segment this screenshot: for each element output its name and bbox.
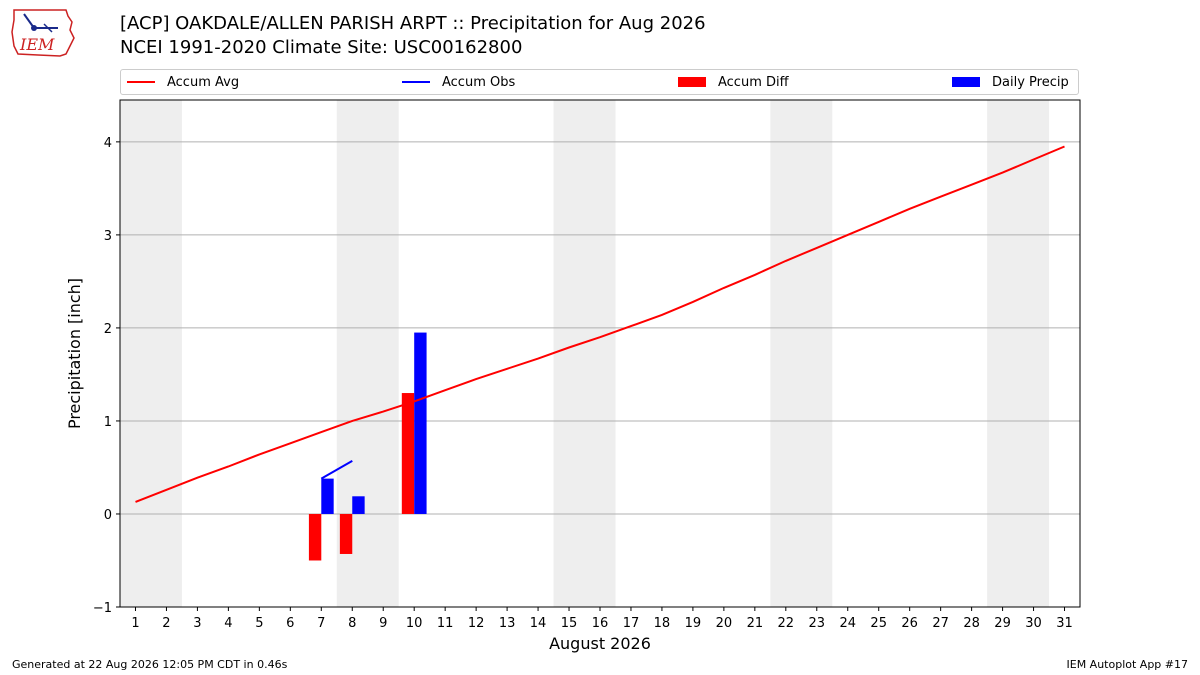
daily-precip-bar [414, 332, 427, 514]
x-tick-label: 13 [499, 616, 516, 631]
legend-item-daily-precip: Daily Precip [952, 70, 1069, 94]
iem-logo-text: IEM [19, 35, 55, 54]
x-tick-label: 21 [747, 616, 764, 631]
iem-logo: IEM [8, 6, 80, 60]
chart-subtitle: NCEI 1991-2020 Climate Site: USC00162800 [120, 37, 523, 58]
app-id: IEM Autoplot App #17 [1066, 658, 1189, 671]
x-tick-label: 26 [901, 616, 918, 631]
accum-diff-bar [308, 513, 322, 561]
legend-label-accum-diff: Accum Diff [718, 74, 789, 90]
x-tick-label: 8 [348, 616, 356, 631]
x-tick-label: 20 [716, 616, 733, 631]
x-tick-label: 28 [963, 616, 980, 631]
x-tick-label: 5 [255, 616, 263, 631]
legend-swatch-accum-obs [402, 81, 430, 83]
y-tick-label: 1 [104, 415, 112, 430]
x-tick-label: 12 [468, 616, 485, 631]
legend-label-accum-obs: Accum Obs [442, 74, 516, 90]
iem-logo-graphic: IEM [11, 9, 75, 57]
y-axis-label: Precipitation [inch] [65, 278, 84, 429]
x-tick-label: 15 [561, 616, 578, 631]
x-tick-label: 1 [131, 616, 139, 631]
lines [135, 145, 1065, 503]
chart-title: [ACP] OAKDALE/ALLEN PARISH ARPT :: Preci… [120, 13, 706, 34]
x-tick-label: 18 [654, 616, 671, 631]
x-tick-label: 29 [994, 616, 1011, 631]
x-tick-label: 4 [224, 616, 232, 631]
y-tick-label: 2 [104, 322, 112, 337]
legend-label-daily-precip: Daily Precip [992, 74, 1069, 90]
x-tick-label: 14 [530, 616, 547, 631]
x-tick-label: 10 [406, 616, 423, 631]
daily-precip-bar [352, 496, 365, 514]
x-tick-label: 17 [623, 616, 640, 631]
legend-label-accum-avg: Accum Avg [167, 74, 240, 90]
x-tick-label: 22 [778, 616, 795, 631]
accum-obs-line [320, 460, 353, 480]
legend-item-accum-diff: Accum Diff [678, 70, 789, 94]
x-tick-label: 16 [592, 616, 609, 631]
daily-precip-bar [321, 478, 334, 514]
weekend-band [120, 100, 182, 607]
x-tick-label: 19 [685, 616, 702, 631]
weekend-shading [120, 100, 1050, 607]
x-tick-label: 27 [932, 616, 949, 631]
y-gridlines [120, 141, 1080, 515]
x-tick-label: 3 [193, 616, 201, 631]
weekend-band [987, 100, 1050, 607]
accum-avg-line [135, 145, 1065, 503]
accum-diff-bar [401, 393, 415, 514]
legend-item-accum-avg: Accum Avg [127, 70, 239, 94]
weekend-band [770, 100, 833, 607]
x-tick-label: 31 [1056, 616, 1073, 631]
x-tick-label: 30 [1025, 616, 1042, 631]
x-tick-label: 2 [162, 616, 170, 631]
accum-diff-bar [339, 513, 353, 554]
x-tick-label: 24 [839, 616, 856, 631]
legend-swatch-daily-precip [952, 77, 980, 87]
y-tick-label: 4 [104, 136, 112, 151]
y-tick-label: 0 [104, 508, 112, 523]
generated-timestamp: Generated at 22 Aug 2026 12:05 PM CDT in… [12, 658, 288, 671]
x-tick-label: 23 [809, 616, 826, 631]
legend-item-accum-obs: Accum Obs [402, 70, 515, 94]
legend-swatch-accum-avg [127, 81, 155, 83]
x-tick-label: 25 [870, 616, 887, 631]
x-axis-label: August 2026 [549, 634, 651, 653]
legend-swatch-accum-diff [678, 77, 706, 87]
y-tick-label: −1 [93, 601, 112, 616]
x-tick-label: 9 [379, 616, 387, 631]
bars [308, 332, 427, 561]
x-tick-label: 6 [286, 616, 294, 631]
y-tick-label: 3 [104, 229, 112, 244]
x-tick-label: 11 [437, 616, 454, 631]
x-tick-label: 7 [317, 616, 325, 631]
chart-legend: Accum Avg Accum Obs Accum Diff Daily Pre… [120, 69, 1079, 95]
weekend-band [553, 100, 616, 607]
